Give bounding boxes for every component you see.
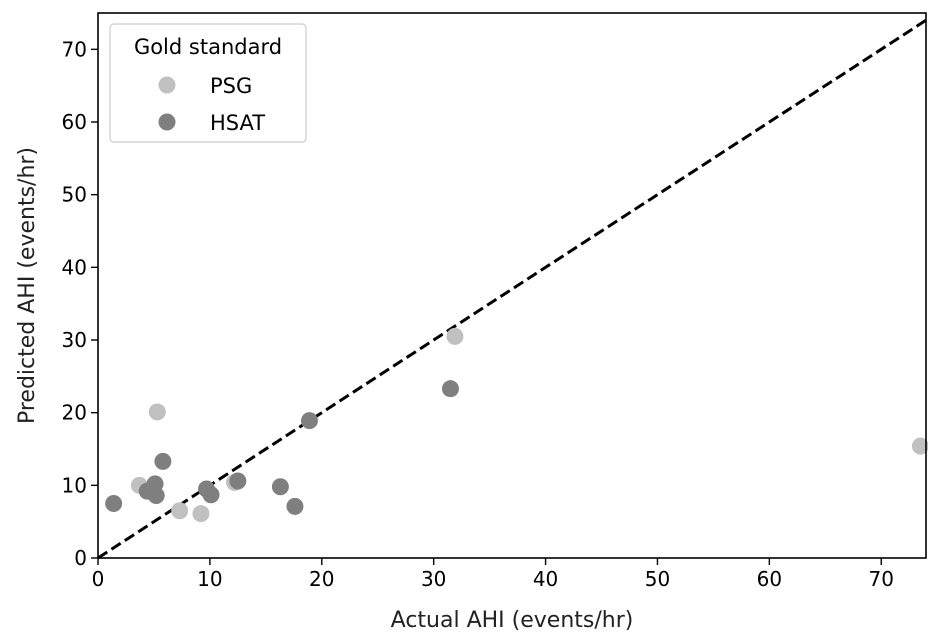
y-tick-label: 70 [62,37,87,61]
data-point-psg [171,502,189,520]
y-axis: 0 10 20 30 40 50 60 70 [62,37,98,570]
x-tick-label: 60 [757,567,782,591]
x-axis-label: Actual AHI (events/hr) [391,608,634,633]
legend-label-hsat: HSAT [210,111,265,135]
x-tick-label: 20 [309,567,334,591]
y-tick-label: 20 [62,401,87,425]
legend-marker-psg [158,76,176,94]
legend-title: Gold standard [134,35,282,59]
series-psg [130,327,928,523]
y-tick-label: 0 [74,546,87,570]
y-tick-label: 60 [62,110,87,134]
legend-label-psg: PSG [210,74,252,98]
y-tick-label: 50 [62,183,87,207]
x-tick-label: 30 [421,567,446,591]
data-point-hsat [229,472,247,490]
data-point-psg [192,505,210,523]
x-tick-label: 40 [533,567,558,591]
y-axis-label: Predicted AHI (events/hr) [15,147,40,424]
identity-reference-line [97,19,927,560]
data-point-hsat [441,380,459,398]
x-tick-label: 70 [869,567,894,591]
legend: Gold standard PSG HSAT [109,23,307,143]
data-point-hsat [286,497,304,515]
y-tick-label: 30 [62,328,87,352]
data-point-hsat [271,478,289,496]
legend-box [109,23,307,143]
plot-frame [97,12,927,559]
data-point-psg [446,327,464,345]
legend-marker-hsat [158,113,176,131]
data-point-hsat [154,452,172,470]
y-tick-label: 40 [62,255,87,279]
series-hsat [105,380,459,515]
legend-items: PSG HSAT [158,74,265,135]
x-tick-label: 10 [197,567,222,591]
data-point-psg [148,403,166,421]
x-tick-label: 0 [92,567,105,591]
x-tick-label: 50 [645,567,670,591]
plot-area [97,12,928,560]
data-point-psg [911,437,928,455]
y-tick-label: 10 [62,473,87,497]
x-axis: 0 10 20 30 40 50 60 70 [92,558,894,591]
data-point-hsat [105,495,123,512]
data-point-hsat [202,486,220,504]
data-point-hsat [300,412,318,430]
data-point-hsat [147,487,165,505]
